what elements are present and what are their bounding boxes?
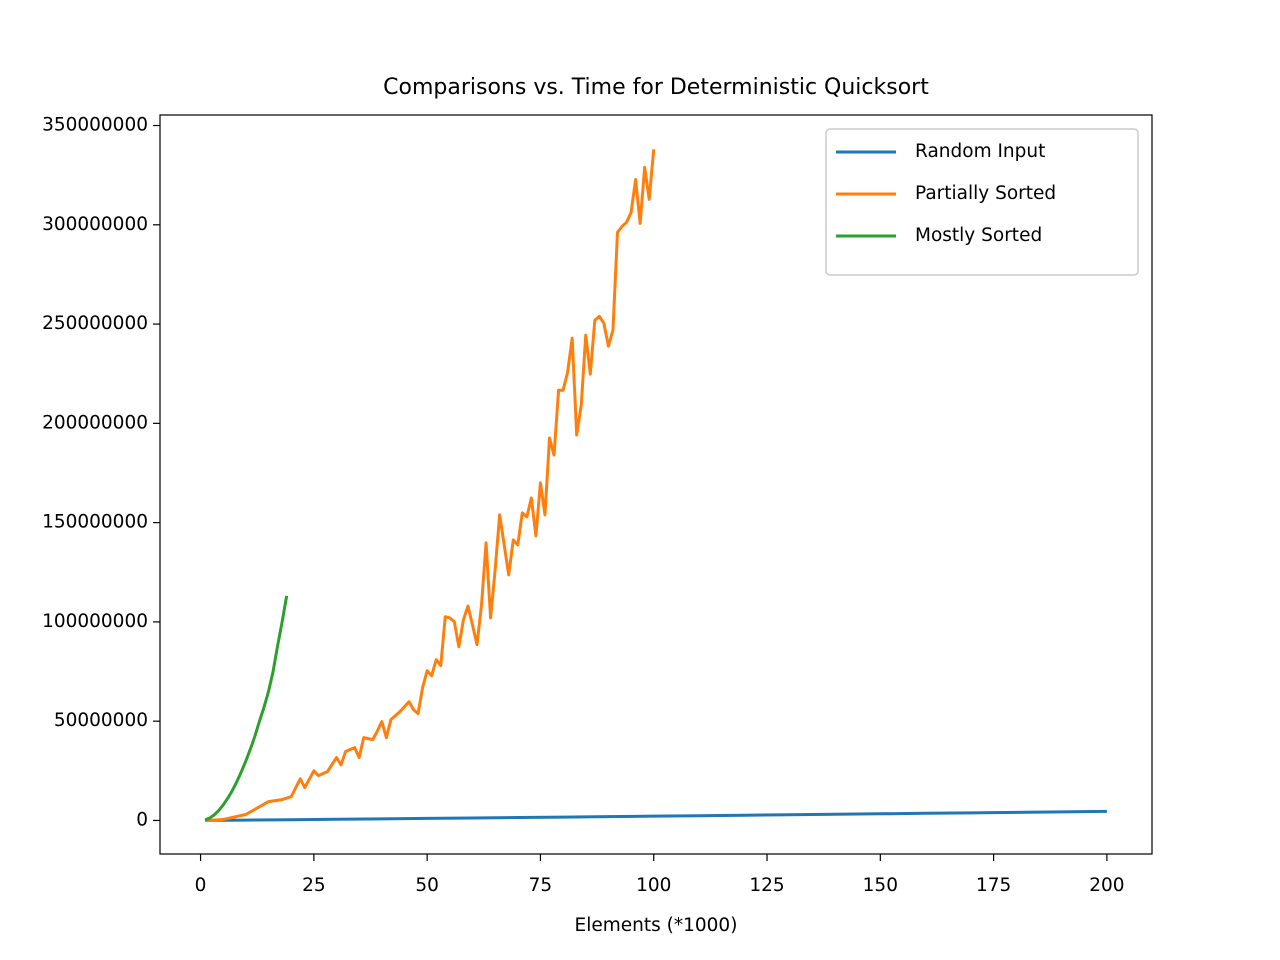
legend-box xyxy=(825,128,1139,276)
x-tick-label: 75 xyxy=(529,875,553,896)
x-tick-label: 200 xyxy=(1089,875,1124,896)
y-tick-label: 50000000 xyxy=(54,710,148,731)
y-tick-label: 150000000 xyxy=(42,512,148,533)
x-tick-label: 25 xyxy=(302,875,326,896)
x-tick-label: 0 xyxy=(195,875,207,896)
y-tick-label: 250000000 xyxy=(42,313,148,334)
series-line xyxy=(204,595,289,822)
x-tick-label: 150 xyxy=(863,875,898,896)
y-tick-label: 200000000 xyxy=(42,412,148,433)
legend: Random Input Partially Sorted Mostly Sorte… xyxy=(825,128,1139,276)
legend-label: Partially Sorted xyxy=(915,183,1056,204)
x-tick-label: 125 xyxy=(749,875,784,896)
legend-label: Mostly Sorted xyxy=(915,225,1042,246)
legend-label: Random Input xyxy=(915,141,1045,162)
y-tick-label: 100000000 xyxy=(42,611,148,632)
series-line xyxy=(205,809,1107,822)
y-tick-label: 300000000 xyxy=(42,214,148,235)
y-tick-label: 0 xyxy=(136,809,148,830)
x-tick-label: 50 xyxy=(415,875,439,896)
series-line xyxy=(205,149,656,822)
x-axis-label: Elements (*1000) xyxy=(575,915,738,936)
y-tick-label: 350000000 xyxy=(42,115,148,136)
x-tick-label: 100 xyxy=(636,875,671,896)
plot-frame xyxy=(159,114,1153,855)
x-tick-label: 175 xyxy=(976,875,1011,896)
chart-title: Comparisons vs. Time for Deterministic Q… xyxy=(383,75,929,100)
